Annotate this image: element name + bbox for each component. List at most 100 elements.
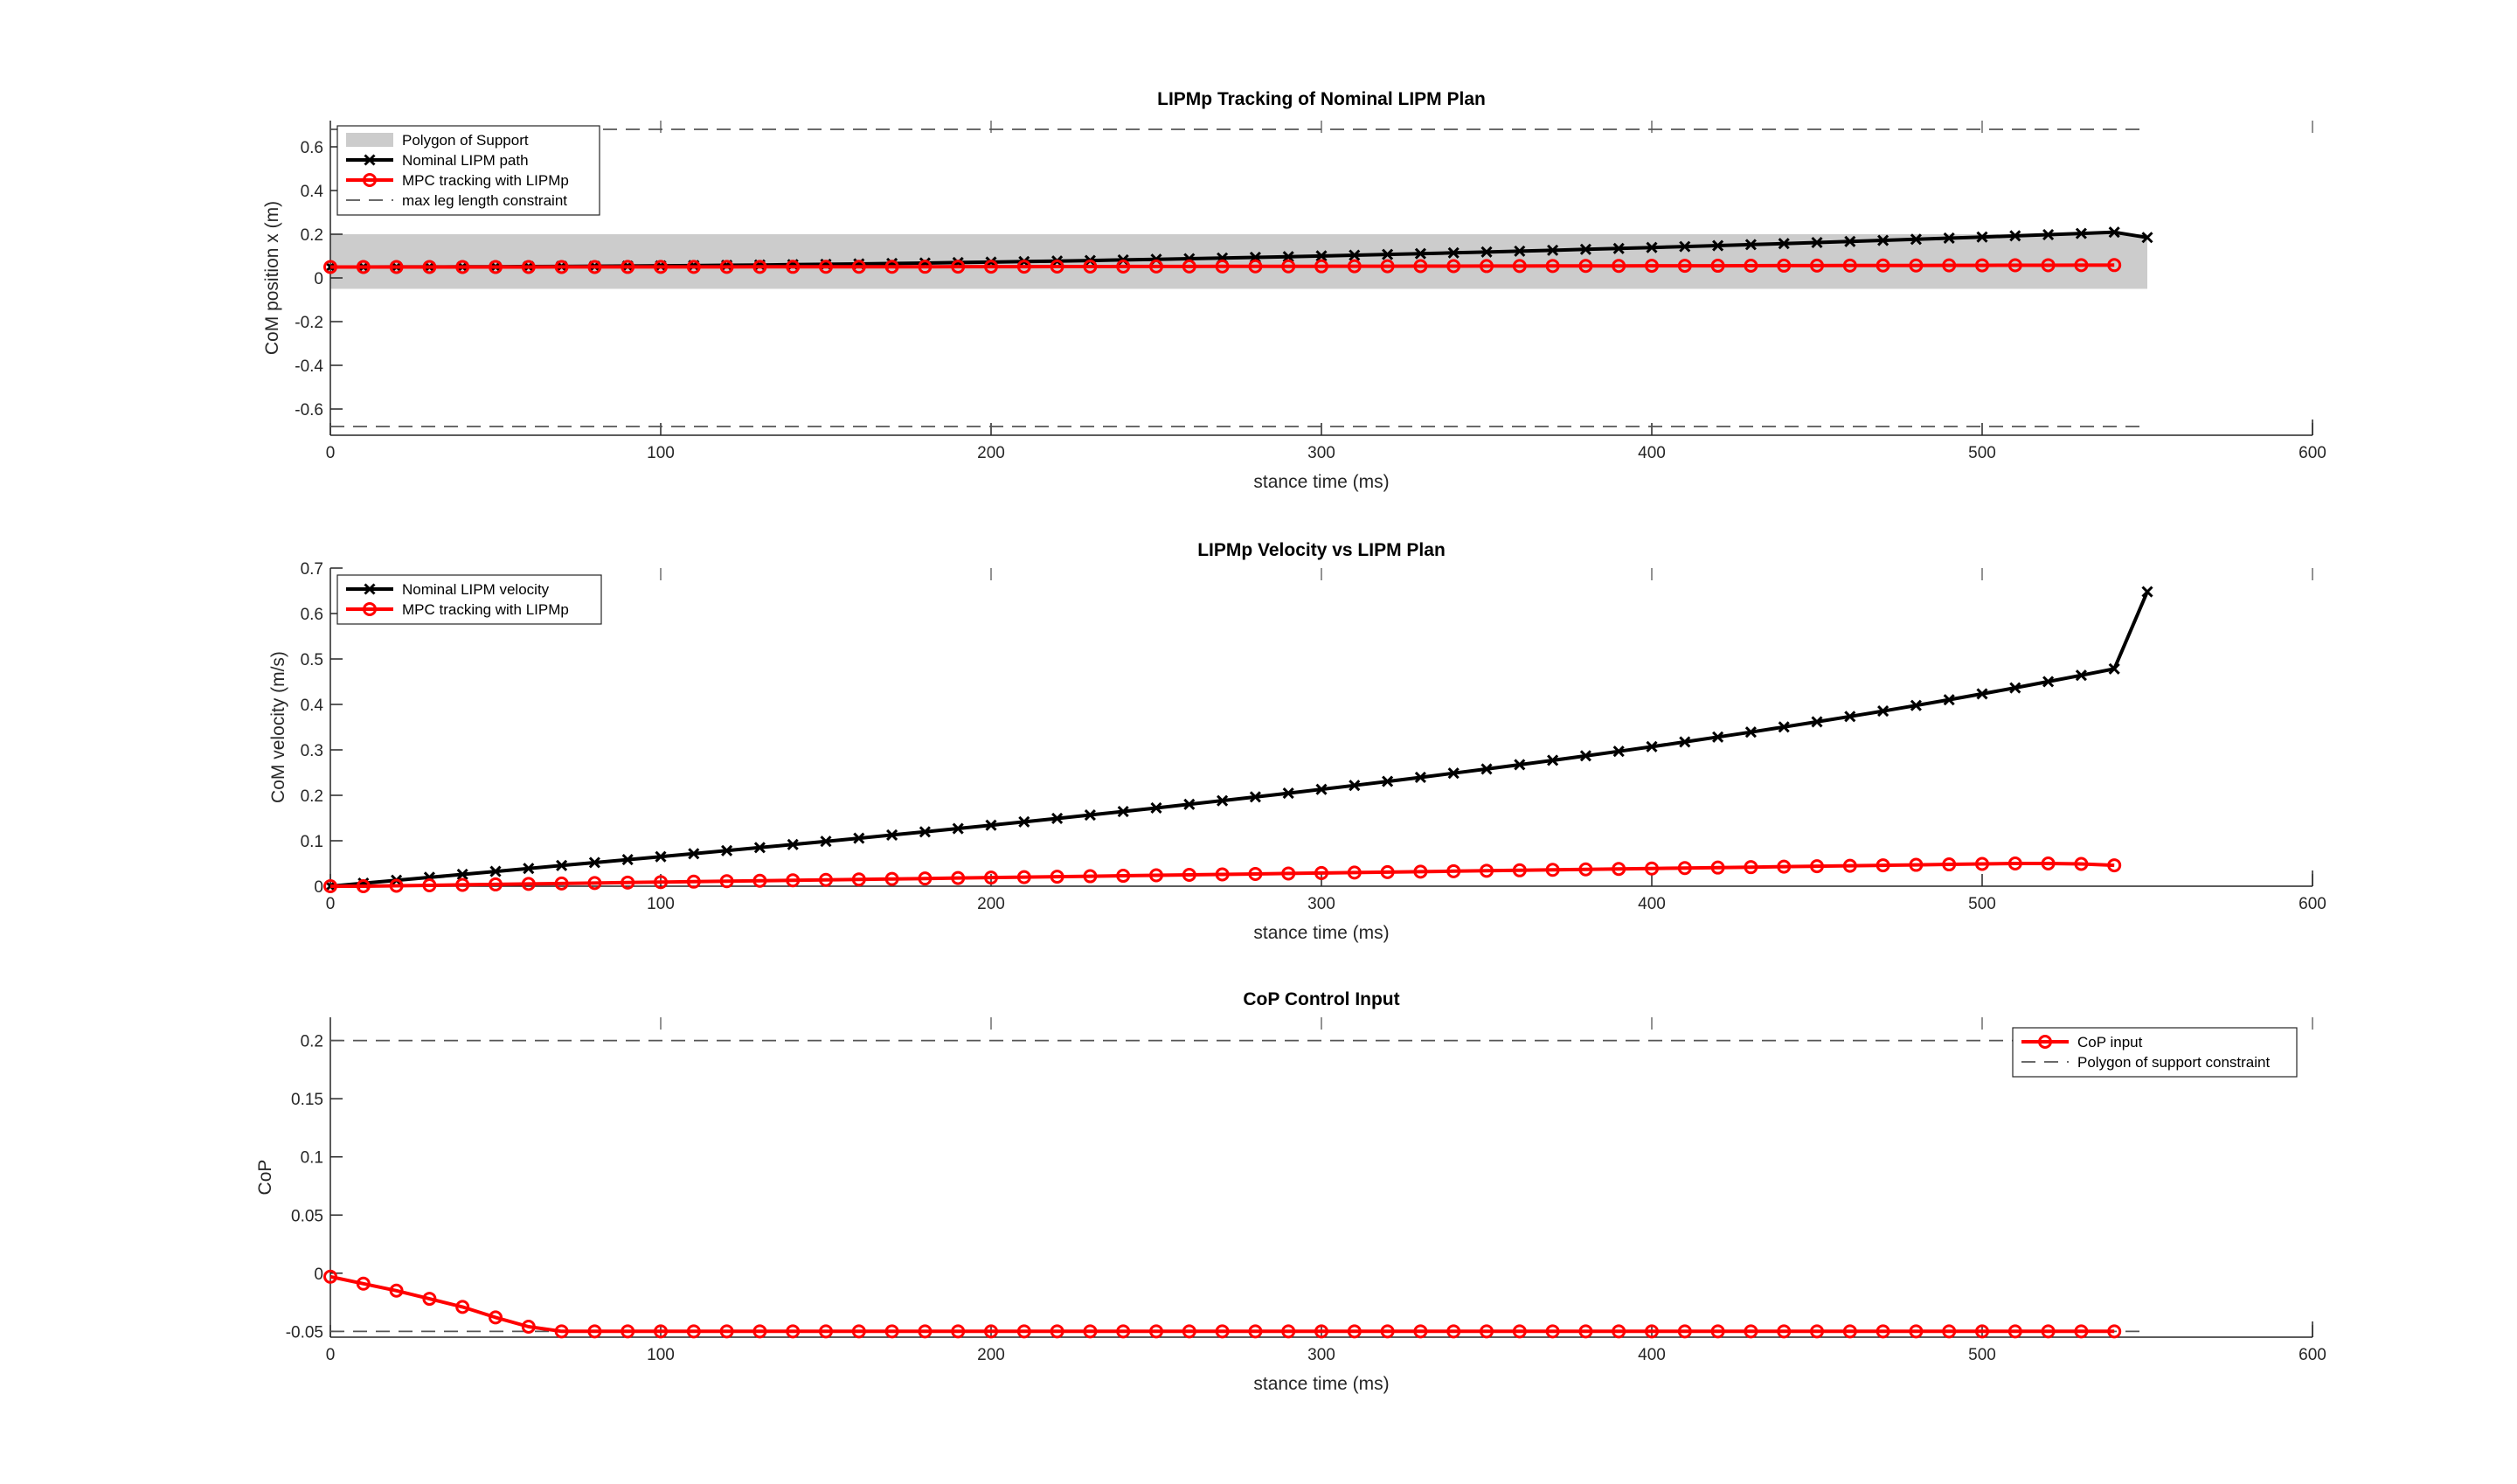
cop-chart-series-0-point bbox=[1116, 1324, 1131, 1339]
velocity-chart-series-1-line bbox=[330, 862, 2115, 888]
position-chart-series-2-point bbox=[1612, 259, 1626, 274]
velocity-chart-series-1-point bbox=[819, 872, 833, 887]
velocity-chart-series-1-point bbox=[489, 877, 503, 891]
velocity-chart-series-0-point bbox=[1646, 740, 1658, 752]
position-chart-series-1-point bbox=[2075, 227, 2087, 239]
position-chart-title: LIPMp Tracking of Nominal LIPM Plan bbox=[1157, 89, 1486, 109]
position-chart: LIPMp Tracking of Nominal LIPM Plan stan… bbox=[262, 89, 2326, 492]
velocity-chart-series-1-point bbox=[1446, 863, 1461, 878]
position-chart-series-1-point bbox=[2108, 226, 2120, 239]
velocity-chart-series-0-point bbox=[919, 826, 931, 838]
velocity-chart-series-1-point bbox=[686, 874, 701, 889]
velocity-chart-series-1-markers bbox=[323, 856, 2122, 893]
position-chart-series-2-point bbox=[587, 260, 602, 274]
position-chart-xlabel: stance time (ms) bbox=[1253, 472, 1389, 492]
position-chart-series-2-point bbox=[1050, 260, 1064, 274]
position-chart-series-2-point bbox=[2041, 258, 2056, 273]
velocity-chart-series-1-point bbox=[621, 875, 635, 890]
velocity-chart-series-0-point bbox=[1447, 767, 1460, 780]
cop-chart-series-0-point bbox=[1710, 1324, 1725, 1339]
velocity-chart-series-0-point bbox=[1612, 745, 1625, 758]
position-chart-xtick-label: 600 bbox=[2299, 444, 2326, 462]
cop-chart-ytick-label: 0.2 bbox=[301, 1033, 323, 1051]
cop-chart-series-0-point bbox=[1942, 1324, 1957, 1339]
position-chart-series-2-point bbox=[1942, 258, 1957, 273]
velocity-chart-series-0-point bbox=[820, 836, 832, 848]
velocity-chart-xtick-label: 600 bbox=[2299, 895, 2326, 913]
cop-chart-legend-label: CoP input bbox=[2077, 1034, 2143, 1051]
velocity-chart-series-0-line bbox=[329, 591, 2149, 888]
velocity-chart-series-0-point bbox=[523, 863, 535, 875]
velocity-chart-series-0-point bbox=[2108, 662, 2120, 675]
velocity-chart-series-0-point bbox=[1150, 801, 1162, 815]
velocity-chart-series-0-point bbox=[655, 850, 667, 863]
cop-chart-series-0-point bbox=[1645, 1324, 1659, 1339]
cop-chart-legend-marker bbox=[2038, 1035, 2052, 1049]
velocity-chart-series-0-point bbox=[2141, 586, 2153, 598]
velocity-chart-series-1-point bbox=[356, 879, 371, 893]
position-chart-series-2-point bbox=[1281, 259, 1296, 274]
cop-chart-series-0-point bbox=[1050, 1324, 1064, 1339]
velocity-chart-series-0-point bbox=[688, 848, 700, 860]
cop-chart-xtick-label: 500 bbox=[1968, 1346, 1996, 1364]
position-chart-series-2-markers bbox=[323, 258, 2122, 274]
cop-chart-series-0-point bbox=[1016, 1324, 1031, 1339]
velocity-chart-series-0-point bbox=[886, 829, 898, 842]
position-chart-series-2-point bbox=[621, 260, 635, 274]
velocity-chart-series-1-point bbox=[1842, 858, 1857, 873]
cop-chart-ytick-label: 0.15 bbox=[291, 1091, 323, 1109]
position-chart-series-2-point bbox=[786, 260, 801, 274]
velocity-chart-series-1-point bbox=[654, 875, 668, 890]
cop-chart-series-0-point bbox=[918, 1324, 933, 1339]
position-chart-series-1-point bbox=[1976, 231, 1988, 243]
velocity-chart-ylabel: CoM velocity (m/s) bbox=[268, 651, 288, 803]
velocity-chart-series-1-point bbox=[1645, 861, 1659, 876]
position-chart-series-2-point bbox=[2007, 258, 2022, 273]
position-chart-series-2-point bbox=[389, 260, 404, 274]
position-chart-series-1-point bbox=[1349, 249, 1361, 261]
velocity-chart-series-1-point bbox=[786, 873, 801, 888]
velocity-chart-series-1-point bbox=[554, 876, 569, 891]
cop-chart-series-0-point bbox=[1876, 1324, 1890, 1339]
velocity-chart-legend-marker bbox=[363, 602, 377, 616]
velocity-chart-legend-marker bbox=[364, 583, 376, 595]
velocity-chart-series-0-point bbox=[1976, 688, 1988, 700]
position-chart-ytick-label: 0.2 bbox=[301, 226, 323, 245]
cop-chart-series-0-point bbox=[1480, 1324, 1494, 1339]
position-chart-series-1-point bbox=[1414, 247, 1426, 260]
velocity-chart-series-0-markers bbox=[324, 586, 2153, 892]
position-chart-series-2-point bbox=[918, 260, 933, 274]
position-chart-legend-swatch bbox=[346, 133, 393, 147]
velocity-chart-series-0-point bbox=[588, 856, 600, 869]
velocity-chart-series-0-point bbox=[1877, 705, 1889, 718]
position-chart-series-1-point bbox=[1612, 242, 1625, 254]
velocity-chart-xtick-label: 400 bbox=[1638, 895, 1666, 913]
cop-chart-series-0-point bbox=[1182, 1324, 1196, 1339]
position-chart-ytick-label: 0.6 bbox=[301, 139, 323, 157]
position-chart-xtick-label: 500 bbox=[1968, 444, 1996, 462]
position-chart-series-2-point bbox=[1512, 259, 1527, 274]
cop-chart-series-0-point bbox=[2107, 1324, 2122, 1339]
position-chart-ytick-label: 0 bbox=[314, 270, 323, 288]
cop-chart-series-0-markers bbox=[323, 1269, 2122, 1339]
cop-chart-series-0-point bbox=[1578, 1324, 1593, 1339]
cop-chart-series-0-point bbox=[1612, 1324, 1626, 1339]
position-chart-series-2-point bbox=[951, 260, 966, 274]
velocity-chart-series-1-point bbox=[455, 877, 470, 892]
velocity-chart-series-1-point bbox=[1876, 858, 1890, 873]
velocity-chart-xtick-label: 0 bbox=[326, 895, 336, 913]
velocity-chart-series-0-point bbox=[2009, 682, 2021, 694]
position-chart-series-1-point bbox=[1547, 244, 1559, 256]
cop-chart-series-0-point bbox=[1512, 1324, 1527, 1339]
position-chart-series-1-point bbox=[1579, 243, 1591, 255]
cop-chart-xtick-label: 400 bbox=[1638, 1346, 1666, 1364]
velocity-chart-series-1-point bbox=[1777, 859, 1792, 874]
cop-chart-legend-label: Polygon of support constraint bbox=[2077, 1054, 2270, 1071]
velocity-chart-series-1-point bbox=[1612, 862, 1626, 877]
position-chart-series-1-point bbox=[2009, 230, 2021, 242]
position-chart-xtick-label: 100 bbox=[647, 444, 675, 462]
position-chart-series-2-point bbox=[422, 260, 437, 274]
velocity-chart: LIPMp Velocity vs LIPM Plan stance time … bbox=[268, 540, 2326, 943]
velocity-chart-series-1-point bbox=[1314, 865, 1328, 880]
